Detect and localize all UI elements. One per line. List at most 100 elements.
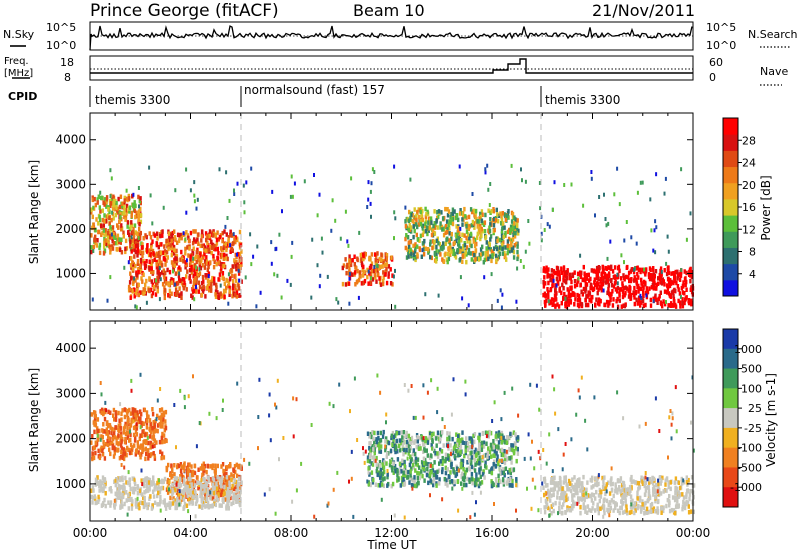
scatter-cell: [157, 244, 160, 250]
scatter-cell: [410, 440, 413, 446]
scatter-cell: [657, 491, 660, 497]
scatter-cell: [114, 235, 117, 240]
scatter-cell: [410, 483, 414, 488]
scatter-cell: [120, 446, 124, 451]
scatter-cell: [659, 290, 662, 295]
scatter-cell: [156, 275, 159, 281]
scatter-cell: [611, 481, 614, 487]
scatter-cell: [495, 458, 499, 463]
scatter-cell: [135, 214, 139, 219]
scatter-cell: [508, 446, 511, 452]
scatter-cell: [448, 238, 451, 243]
scatter-cell: [417, 480, 420, 486]
scatter-cell: [467, 458, 471, 463]
scatter-cell: [562, 502, 565, 507]
scatter-cell: [391, 273, 394, 278]
scatter-cell: [384, 262, 387, 268]
scatter-cell: [394, 268, 396, 273]
scatter-cell: [135, 432, 139, 437]
scatter-cell: [100, 223, 103, 229]
scatter-cell: [586, 493, 590, 498]
scatter-cell: [186, 471, 190, 476]
scatter-cell: [660, 272, 663, 277]
scatter-cell: [202, 461, 205, 466]
scatter-cell: [216, 475, 219, 480]
scatter-cell: [367, 269, 370, 274]
scatter-cell: [569, 276, 572, 281]
scatter-cell: [182, 286, 185, 291]
scatter-cell: [369, 431, 372, 437]
scatter-cell: [594, 476, 597, 481]
scatter-cell: [174, 505, 177, 511]
scatter-cell: [234, 292, 237, 298]
scatter-cell: [621, 289, 625, 294]
scatter-cell: [199, 265, 203, 271]
scatter-cell: [158, 415, 161, 421]
scatter-cell: [422, 223, 426, 229]
scatter-cell: [212, 264, 216, 270]
scatter-cell: [674, 495, 677, 500]
scatter-cell: [621, 294, 625, 300]
scatter-cell: [178, 286, 181, 291]
scatter-cell: [584, 289, 587, 294]
scatter-cell: [163, 288, 167, 293]
scatter-cell: [643, 483, 646, 489]
scatter-cell: [690, 285, 693, 290]
scatter-cell: [153, 443, 156, 449]
freq-panel: Freq. [MHz] 18 8 60 0 Nave: [4, 55, 788, 86]
scatter-cell: [359, 252, 362, 258]
scatter-cell: [582, 203, 585, 208]
scatter-cell: [156, 285, 159, 290]
scatter-cell: [564, 478, 568, 484]
scatter-cell: [455, 238, 458, 243]
scatter-cell: [409, 247, 412, 253]
scatter-cell: [385, 253, 389, 258]
scatter-cell: [456, 453, 459, 458]
scatter-cell: [511, 443, 515, 448]
scatter-cell: [448, 219, 451, 224]
scatter-cell: [168, 293, 172, 299]
scatter-cell: [490, 466, 494, 471]
scatter-cell: [552, 278, 555, 283]
scatter-cell: [685, 287, 688, 292]
scatter-cell: [666, 234, 669, 239]
scatter-cell: [389, 281, 393, 286]
scatter-cell: [99, 479, 102, 484]
scatter-cell: [177, 492, 180, 497]
scatter-cell: [348, 262, 351, 267]
scatter-cell: [157, 490, 160, 496]
scatter-cell: [633, 275, 636, 280]
scatter-cell: [133, 276, 136, 281]
scatter-cell: [609, 278, 613, 283]
scatter-cell: [188, 267, 192, 273]
scatter-cell: [489, 442, 493, 448]
scatter-cell: [561, 282, 564, 288]
scatter-cell: [348, 271, 351, 276]
scatter-cell: [391, 481, 395, 487]
scatter-cell: [143, 261, 146, 266]
scatter-cell: [667, 270, 670, 275]
scatter-cell: [172, 244, 176, 250]
scatter-cell: [480, 444, 484, 449]
scatter-cell: [614, 287, 618, 292]
scatter-cell: [638, 498, 641, 503]
scatter-cell: [427, 470, 430, 475]
scatter-cell: [207, 281, 211, 287]
scatter-cell: [414, 468, 417, 473]
scatter-cell: [447, 453, 450, 459]
scatter-cell: [194, 493, 197, 498]
scatter-cell: [493, 459, 496, 464]
scatter-cell: [105, 200, 108, 205]
scatter-cell: [335, 297, 338, 302]
scatter-cell: [413, 475, 416, 480]
scatter-cell: [214, 292, 217, 297]
scatter-cell: [151, 407, 154, 412]
scatter-cell: [401, 435, 404, 440]
scatter-cell: [690, 475, 694, 480]
scatter-cell: [487, 187, 490, 192]
scatter-cell: [481, 212, 484, 217]
scatter-cell: [129, 442, 133, 448]
scatter-cell: [505, 213, 509, 218]
cpid-segment-3: themis 3300: [545, 93, 620, 107]
scatter-cell: [116, 479, 119, 484]
